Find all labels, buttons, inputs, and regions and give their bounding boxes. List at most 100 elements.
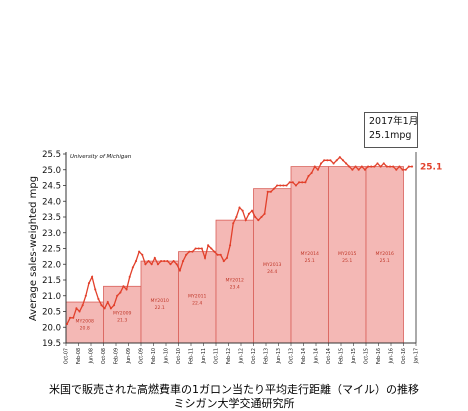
model-year-label: MY2015 [338,251,357,257]
x-tick-label: Oct-13 [289,348,295,364]
data-point [128,275,131,278]
data-point [338,156,341,159]
data-point [91,275,94,278]
data-point [282,184,285,187]
data-point [288,181,291,184]
data-point [319,162,323,165]
data-point [395,168,398,171]
y-tick-label: 25.5 [42,150,61,160]
data-point [379,165,382,168]
x-tick-label: Oct-09 [139,348,145,364]
data-point [329,159,332,162]
data-point [294,184,298,187]
data-point [200,247,203,250]
x-tick-label: Oct-11 [214,348,220,364]
data-point [307,175,310,178]
source-label: University of Michigan [70,154,132,160]
data-point [210,247,213,250]
model-year-label: MY2014 [301,251,320,257]
data-point [357,168,360,171]
x-tick-label: Feb-11 [189,348,195,364]
data-point [332,162,335,165]
model-year-label: MY2011 [188,293,207,299]
data-point [225,256,229,260]
data-point [235,215,238,219]
data-point [260,215,263,219]
data-point [279,184,282,187]
data-point [301,181,304,184]
data-point [388,165,392,168]
data-point [119,291,122,294]
x-tick-label: Jun-16 [389,348,395,364]
data-point [348,165,351,168]
model-year-label: MY2010 [151,298,170,304]
data-point [203,256,207,260]
data-point [147,260,150,263]
data-point [153,256,156,260]
x-tick-label: Jun-10 [164,348,170,364]
data-point [401,168,404,171]
data-point [72,316,75,319]
data-point [351,168,354,171]
data-point [122,285,125,288]
model-year-bar [140,260,179,344]
data-point [191,250,194,253]
model-year-bar [178,251,217,344]
data-point [181,260,185,263]
data-point [335,159,338,162]
x-tick-label: Jun-13 [276,348,282,364]
data-point [222,260,225,263]
data-point [392,165,395,168]
x-tick-label: Oct-07 [64,348,70,364]
x-tick-label: Jun-12 [239,348,245,364]
model-year-value: 24.4 [267,269,277,275]
data-point [254,215,257,219]
data-point [207,244,210,247]
y-tick-label: 22.0 [42,260,61,270]
y-tick-label: 23.5 [42,213,61,223]
data-point [407,165,410,168]
y-tick-label: 25.0 [42,166,61,176]
x-tick-label: Feb-12 [226,348,232,364]
data-point [370,165,373,168]
data-point [141,253,144,256]
model-year-bar [103,285,142,344]
data-point [138,250,141,253]
y-tick-label: 24.0 [42,197,61,207]
x-tick-label: Jun-11 [201,348,207,364]
y-tick-label: 19.5 [42,339,61,349]
data-point [144,263,147,266]
y-tick-label: 24.5 [42,182,61,192]
data-point [163,260,166,263]
data-point [291,181,294,184]
data-point [341,159,345,162]
x-tick-label: Feb-13 [264,348,270,364]
x-tick-label: Feb-08 [76,348,82,364]
data-point [75,307,78,310]
y-axis-label: Average sales-weighted mpg [28,176,39,321]
data-point [219,253,222,256]
x-tick-label: Feb-15 [339,348,345,364]
data-point [257,219,260,222]
data-point [310,171,313,174]
data-point [304,181,307,184]
data-point [376,162,379,165]
model-year-value: 21.3 [117,318,127,324]
x-tick-label: Feb-10 [151,348,157,364]
model-year-bar [65,301,104,344]
data-point [247,212,250,215]
model-year-value: 23.4 [230,285,240,291]
data-point [197,247,200,250]
data-point [244,219,247,222]
data-point [367,165,370,168]
x-tick-label: Oct-12 [251,348,257,364]
x-tick-label: Jun-14 [314,348,320,364]
data-point [241,209,244,212]
data-point [363,168,367,171]
data-point [232,222,235,225]
model-year-label: MY2013 [263,262,282,268]
data-point [156,263,160,266]
data-point [69,316,72,319]
model-year-label: MY2016 [376,251,395,257]
model-year-value: 20.8 [80,326,90,332]
